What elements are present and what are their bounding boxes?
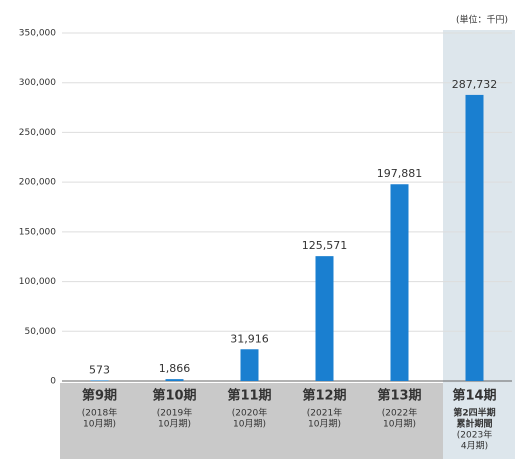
x-tick-label: 累計期間 [456,418,492,430]
x-tick-label: (2022年 [382,407,417,419]
y-tick-label: 300,000 [19,78,56,88]
x-tick-label: (2020年 [232,407,267,419]
y-tick-label: 0 [50,377,56,387]
x-tick-label: 10月期) [158,419,191,430]
bar [240,349,259,381]
x-tick-label: 第13期 [377,388,421,404]
x-tick-label: 第2四半期 [453,407,495,419]
y-tick-label: 150,000 [19,227,56,237]
unit-label: (単位：千円) [456,14,508,26]
x-tick-label: 第10期 [152,388,196,404]
x-tick-label: 第11期 [227,388,271,404]
x-tick-label: 10月期) [233,419,266,430]
x-tick-label: 10月期) [383,419,416,430]
y-tick-label: 200,000 [19,178,56,188]
x-tick-label: 第14期 [452,388,496,404]
bar [465,94,484,382]
bar [90,380,109,381]
value-label: 287,732 [452,78,498,91]
value-label: 31,916 [230,332,269,345]
y-tick-label: 100,000 [19,277,56,287]
x-tick-label: 10月期) [308,419,341,430]
category-band [60,383,515,459]
x-tick-label: 第12期 [302,388,346,404]
value-label: 1,866 [159,362,191,375]
value-label: 125,571 [302,239,348,252]
x-tick-label: 10月期) [83,419,116,430]
x-tick-label: 第9期 [82,388,117,404]
x-tick-label: (2019年 [157,407,192,419]
x-tick-label: (2021年 [307,407,342,419]
value-label: 197,881 [377,167,423,180]
bar [315,256,334,381]
value-label: 573 [89,363,110,376]
y-tick-label: 250,000 [19,128,56,138]
x-tick-label: 4月期) [461,441,488,452]
bar [165,379,184,381]
bar [390,184,409,381]
y-tick-label: 350,000 [19,29,56,39]
y-tick-label: 50,000 [25,327,57,337]
x-tick-label: (2023年 [457,429,492,441]
x-tick-label: (2018年 [82,407,117,419]
